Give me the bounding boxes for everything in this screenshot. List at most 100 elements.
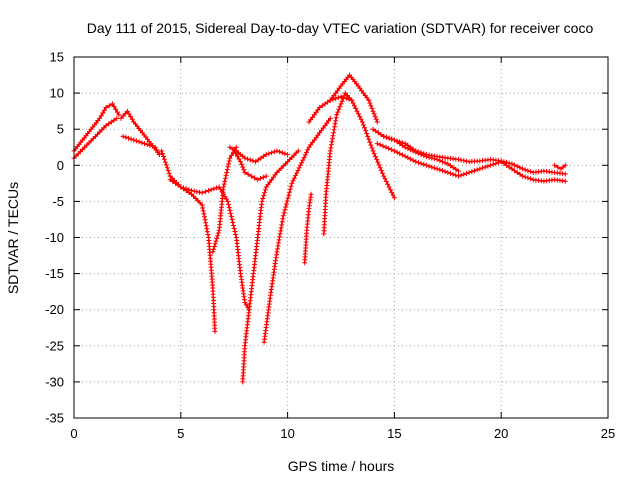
- data-point-marker: [277, 231, 283, 237]
- data-point-marker: [156, 152, 162, 157]
- data-point-marker: [226, 158, 232, 164]
- data-point-marker: [260, 196, 266, 201]
- data-point-marker: [381, 133, 387, 139]
- data-point-marker: [181, 186, 186, 192]
- data-point-marker: [397, 141, 403, 147]
- data-point-marker: [374, 156, 380, 162]
- data-point-marker: [383, 134, 389, 140]
- data-point-marker: [453, 172, 459, 178]
- grid: [74, 57, 608, 418]
- data-point-marker: [371, 111, 377, 117]
- series-track-k: [227, 144, 291, 165]
- data-point-marker: [528, 169, 534, 175]
- data-point-marker: [383, 144, 389, 150]
- data-point-marker: [514, 170, 520, 175]
- y-tick-label: -35: [45, 411, 64, 426]
- data-point-marker: [252, 175, 257, 181]
- chart-title: Day 111 of 2015, Sidereal Day-to-day VTE…: [87, 20, 594, 36]
- data-point-marker: [126, 111, 132, 117]
- series-line: [372, 128, 567, 175]
- data-point-marker: [456, 168, 461, 174]
- data-point-marker: [98, 113, 104, 119]
- data-point-marker: [391, 137, 397, 143]
- data-point-marker: [338, 101, 344, 107]
- data-point-marker: [431, 156, 437, 162]
- data-point-marker: [390, 192, 396, 198]
- data-point-marker: [472, 168, 477, 174]
- data-point-marker: [103, 105, 109, 110]
- data-point-marker: [509, 161, 515, 167]
- data-point-marker: [202, 217, 208, 223]
- data-point-marker: [170, 179, 176, 184]
- data-point-marker: [329, 139, 335, 145]
- data-point-marker: [373, 128, 379, 134]
- data-point-marker: [442, 160, 448, 166]
- data-point-marker: [397, 151, 403, 157]
- data-point-marker: [501, 161, 507, 166]
- series-track-t: [552, 162, 568, 172]
- y-tick-label: -10: [45, 230, 64, 245]
- data-point-marker: [205, 232, 211, 237]
- data-point-marker: [367, 100, 373, 106]
- data-point-marker: [287, 186, 293, 192]
- data-point-marker: [355, 111, 361, 117]
- x-axis-label: GPS time / hours: [288, 458, 395, 474]
- x-tick-label: 25: [601, 426, 615, 441]
- data-point-marker: [226, 201, 231, 207]
- data-point-marker: [287, 189, 292, 195]
- data-point-marker: [399, 152, 405, 158]
- data-point-marker: [374, 119, 380, 125]
- data-point-marker: [263, 152, 269, 157]
- y-tick-label: 10: [50, 86, 64, 101]
- y-tick-label: -15: [45, 266, 64, 281]
- data-point-marker: [186, 189, 192, 195]
- data-point-marker: [239, 161, 245, 167]
- data-point-marker: [263, 173, 269, 179]
- data-point-marker: [437, 167, 443, 173]
- data-point-marker: [229, 216, 235, 222]
- data-point-marker: [214, 235, 220, 241]
- data-point-marker: [466, 170, 472, 175]
- data-point-marker: [274, 148, 280, 154]
- data-point-marker: [301, 155, 307, 161]
- data-point-marker: [304, 149, 309, 155]
- data-point-marker: [142, 141, 147, 147]
- data-point-marker: [335, 109, 341, 115]
- data-point-marker: [253, 159, 259, 165]
- data-point-marker: [512, 162, 517, 168]
- data-point-marker: [111, 104, 117, 110]
- data-point-marker: [250, 158, 256, 164]
- data-point-marker: [378, 132, 384, 138]
- x-tick-label: 10: [280, 426, 294, 441]
- data-point-marker: [474, 167, 480, 173]
- data-point-marker: [485, 163, 491, 169]
- data-point-marker: [222, 178, 228, 184]
- data-point-marker: [302, 152, 308, 158]
- data-point-marker: [281, 210, 287, 216]
- series-track-e: [159, 148, 212, 196]
- data-point-marker: [222, 175, 228, 181]
- data-point-marker: [204, 229, 210, 235]
- data-point-marker: [418, 152, 424, 157]
- data-point-marker: [258, 155, 264, 161]
- data-point-marker: [385, 181, 391, 187]
- data-point-marker: [113, 106, 119, 112]
- data-point-marker: [332, 121, 338, 127]
- data-point-marker: [387, 187, 393, 193]
- data-point-marker: [391, 195, 397, 201]
- data-point-marker: [407, 156, 413, 162]
- data-point-marker: [327, 97, 333, 103]
- data-point-marker: [369, 105, 375, 111]
- data-point-marker: [402, 144, 408, 150]
- data-point-marker: [97, 129, 103, 135]
- series-track-s: [381, 133, 461, 174]
- data-point-marker: [178, 184, 184, 190]
- data-point-marker: [261, 153, 267, 159]
- data-point-marker: [339, 98, 345, 104]
- data-point-marker: [437, 158, 443, 164]
- data-point-marker: [299, 160, 305, 166]
- data-point-marker: [389, 147, 395, 153]
- data-point-marker: [261, 193, 267, 199]
- data-point-marker: [374, 141, 380, 147]
